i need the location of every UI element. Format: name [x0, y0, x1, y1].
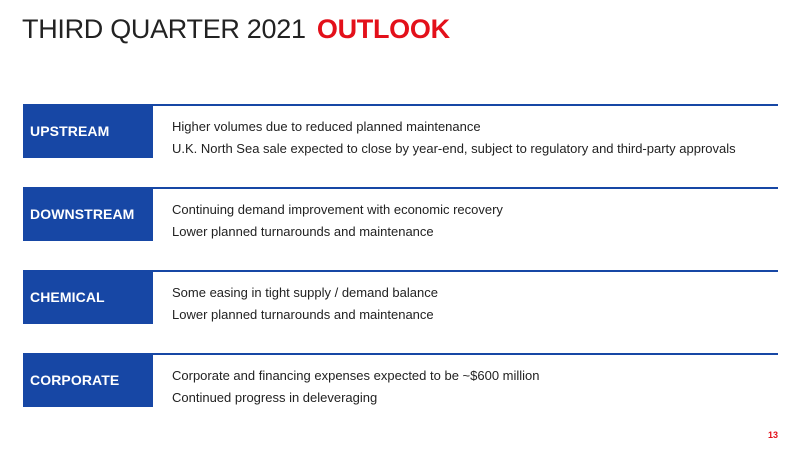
section-bullets: Higher volumes due to reduced planned ma… [172, 116, 736, 160]
section-divider [153, 270, 778, 272]
bullet-item: Lower planned turnarounds and maintenanc… [172, 224, 434, 239]
section-divider [153, 187, 778, 189]
section-bullets: Some easing in tight supply / demand bal… [172, 282, 438, 326]
section-corporate: CORPORATE Corporate and financing expens… [23, 353, 778, 407]
section-bullets: Continuing demand improvement with econo… [172, 199, 503, 243]
page-title: THIRD QUARTER 2021 OUTLOOK [22, 14, 450, 45]
bullet-item: Continued progress in deleveraging [172, 390, 378, 405]
bullet-item: Some easing in tight supply / demand bal… [172, 285, 438, 300]
section-divider [153, 353, 778, 355]
outlook-sections: UPSTREAM Higher volumes due to reduced p… [23, 104, 778, 436]
bullet-item: Corporate and financing expenses expecte… [172, 368, 540, 383]
section-label: DOWNSTREAM [23, 187, 153, 241]
section-divider [153, 104, 778, 106]
page-title-accent: OUTLOOK [316, 14, 450, 44]
bullet-item: Continuing demand improvement with econo… [172, 202, 503, 217]
section-label: CORPORATE [23, 353, 153, 407]
bullet-item: Lower planned turnarounds and maintenanc… [172, 307, 434, 322]
section-downstream: DOWNSTREAM Continuing demand improvement… [23, 187, 778, 241]
page-title-main: THIRD QUARTER 2021 [22, 14, 306, 44]
page-number: 13 [767, 430, 778, 440]
section-chemical: CHEMICAL Some easing in tight supply / d… [23, 270, 778, 324]
section-label: UPSTREAM [23, 104, 153, 158]
section-bullets: Corporate and financing expenses expecte… [172, 365, 540, 409]
bullet-item: U.K. North Sea sale expected to close by… [172, 141, 736, 156]
section-label: CHEMICAL [23, 270, 153, 324]
bullet-item: Higher volumes due to reduced planned ma… [172, 119, 481, 134]
section-upstream: UPSTREAM Higher volumes due to reduced p… [23, 104, 778, 158]
